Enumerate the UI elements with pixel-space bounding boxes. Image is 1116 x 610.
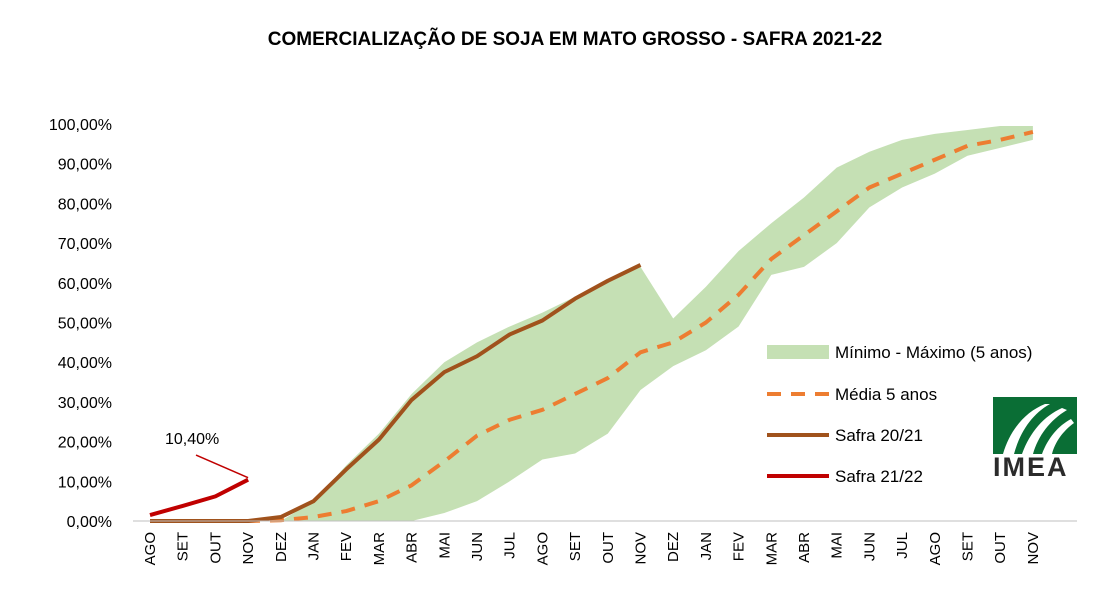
band-min-max <box>150 125 1033 522</box>
x-tick-label: DEZ <box>665 532 682 562</box>
axes: AGO SET OUT NOV DEZ JAN FEV MAR ABR MAI JUN JUL AGO S… <box>49 117 1077 565</box>
x-tick-label: OUT <box>600 532 617 564</box>
x-tick-label: OUT <box>992 532 1009 564</box>
x-tick-label: MAR <box>763 532 780 566</box>
x-tick-label: DEZ <box>273 532 290 562</box>
annotation-leader <box>195 454 249 479</box>
x-tick-label: JUL <box>894 532 911 559</box>
x-tick-label: MAR <box>371 532 388 566</box>
legend-label: Safra 21/22 <box>835 467 923 486</box>
legend-label: Mínimo - Máximo (5 anos) <box>835 343 1032 362</box>
x-tick-label: NOV <box>633 532 650 565</box>
annotations: 10,40% <box>165 431 249 479</box>
logo-text: IMEA <box>993 452 1069 482</box>
x-tick-label: MAI <box>436 532 453 559</box>
plot-area <box>149 125 1034 523</box>
y-tick-label: 60,00% <box>58 276 112 293</box>
y-tick-label: 40,00% <box>58 355 112 372</box>
legend-swatch-band <box>767 345 829 359</box>
x-tick-label: JUN <box>861 532 878 561</box>
x-tick-label: JAN <box>698 532 715 560</box>
y-tick-label: 30,00% <box>58 395 112 412</box>
x-tick-label: JAN <box>306 532 323 560</box>
y-tick-label: 10,00% <box>58 474 112 491</box>
y-tick-label: 20,00% <box>58 435 112 452</box>
x-tick-label: MAI <box>829 532 846 559</box>
legend-label: Safra 20/21 <box>835 426 923 445</box>
x-tick-label: SET <box>567 532 584 561</box>
x-tick-label: JUN <box>469 532 486 561</box>
y-tick-label: 70,00% <box>58 236 112 253</box>
legend-label: Média 5 anos <box>835 385 937 404</box>
x-tick-label: AGO <box>142 532 159 565</box>
imea-logo: IMEA <box>993 397 1077 482</box>
logo-stripe <box>1022 408 1067 454</box>
legend: Mínimo - Máximo (5 anos) Média 5 anos Safr… <box>767 343 1032 486</box>
x-tick-label: OUT <box>207 532 224 564</box>
x-tick-label: SET <box>960 532 977 561</box>
x-tick-label: ABR <box>404 532 421 563</box>
series-line-0 <box>150 129 1034 523</box>
y-tick-label: 100,00% <box>49 117 112 134</box>
y-tick-label: 0,00% <box>67 514 112 531</box>
x-tick-label: FEV <box>338 532 355 561</box>
logo-stripe <box>1003 404 1050 454</box>
x-tick-label: JUL <box>502 532 519 559</box>
y-tick-label: 80,00% <box>58 196 112 213</box>
x-tick-label: AGO <box>534 532 551 565</box>
x-tick-label: SET <box>175 532 192 561</box>
x-tick-label: AGO <box>927 532 944 565</box>
logo-stripe <box>1042 419 1074 454</box>
x-tick-label: NOV <box>1025 532 1042 565</box>
x-tick-label: NOV <box>240 532 257 565</box>
series-line-2 <box>149 477 250 517</box>
x-tick-label: ABR <box>796 532 813 563</box>
x-tick-label: FEV <box>731 532 748 561</box>
chart-title: COMERCIALIZAÇÃO DE SOJA EM MATO GROSSO -… <box>268 28 882 50</box>
y-tick-label: 50,00% <box>58 316 112 333</box>
y-tick-label: 90,00% <box>58 157 112 174</box>
annotation-label: 10,40% <box>165 431 219 448</box>
